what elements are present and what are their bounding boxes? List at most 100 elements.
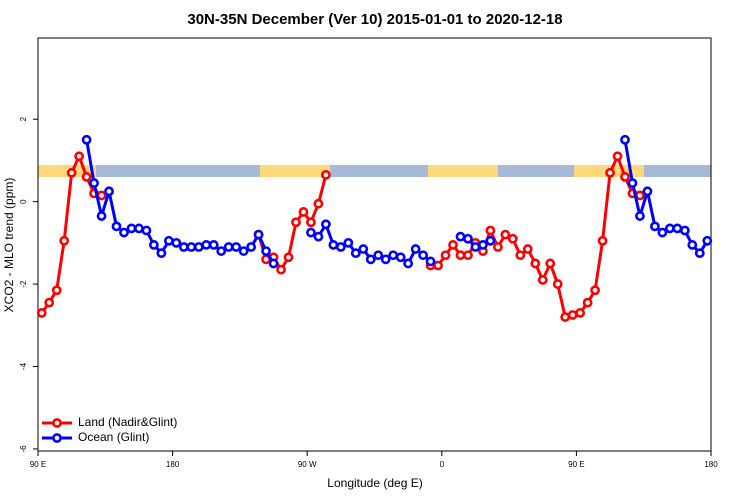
x-tick-label: 90 E — [568, 460, 584, 469]
data-point — [642, 186, 653, 197]
x-tick-label: 90 W — [298, 460, 317, 469]
data-point — [425, 256, 436, 267]
data-point — [455, 250, 466, 261]
x-tick-label: 180 — [704, 460, 718, 469]
data-point — [268, 258, 279, 269]
data-point — [216, 246, 227, 256]
data-point — [306, 227, 316, 238]
data-point — [582, 297, 593, 308]
x-tick-label: 90 E — [30, 460, 46, 469]
data-point — [44, 297, 55, 308]
data-point — [36, 308, 47, 318]
data-point — [515, 250, 526, 261]
data-point — [694, 248, 705, 259]
data-point — [81, 172, 92, 182]
data-point — [388, 250, 399, 261]
data-point — [627, 178, 638, 188]
data-point — [702, 235, 713, 246]
data-point — [186, 242, 197, 252]
data-point — [664, 223, 675, 234]
data-point — [672, 223, 683, 234]
data-point — [687, 240, 698, 250]
data-point — [104, 186, 114, 197]
data-point — [635, 211, 645, 221]
data-point — [141, 225, 152, 236]
data-point — [530, 258, 541, 269]
data-point — [208, 240, 219, 250]
y-axis-label: XCO2 - MLO trend (ppm) — [2, 178, 16, 313]
data-point — [178, 242, 189, 252]
data-point — [246, 242, 257, 252]
data-point — [66, 167, 77, 178]
x-tick-label: 0 — [440, 460, 445, 469]
data-point — [149, 240, 159, 250]
legend-marker — [52, 433, 62, 443]
data-point — [485, 235, 496, 246]
data-point — [373, 250, 384, 261]
data-point — [575, 308, 586, 318]
data-point — [193, 242, 204, 252]
data-point — [156, 248, 167, 259]
data-point — [358, 244, 369, 254]
data-point — [134, 223, 144, 234]
data-point — [201, 240, 212, 250]
data-point — [350, 248, 361, 259]
data-point — [500, 229, 511, 240]
data-point — [650, 221, 660, 232]
data-point — [298, 207, 309, 217]
data-point — [395, 252, 406, 263]
data-point — [455, 231, 466, 242]
data-point — [590, 285, 600, 296]
data-point — [306, 217, 316, 228]
data-point — [283, 252, 294, 263]
data-point — [410, 244, 421, 254]
data-point — [463, 233, 473, 244]
data-point — [605, 167, 615, 178]
data-point — [253, 229, 264, 240]
data-point — [440, 250, 451, 261]
data-point — [223, 242, 234, 252]
plot-frame — [37, 37, 712, 452]
data-point — [335, 242, 346, 252]
data-point — [96, 211, 107, 221]
data-point — [620, 172, 630, 182]
data-point — [552, 279, 563, 289]
data-point — [365, 254, 376, 265]
chart-title: 30N-35N December (Ver 10) 2015-01-01 to … — [187, 11, 562, 28]
legend-label: Land (Nadir&Glint) — [78, 415, 177, 429]
data-point — [537, 275, 548, 285]
data-point — [51, 285, 62, 296]
y-tick-label: -6 — [19, 445, 28, 453]
data-point — [276, 264, 286, 275]
y-tick-label: 0 — [19, 199, 28, 204]
data-point — [111, 221, 122, 232]
data-point — [380, 254, 391, 265]
data-point — [597, 235, 608, 246]
data-point — [470, 242, 481, 252]
data-point — [119, 227, 129, 238]
data-point — [74, 151, 85, 162]
surface-strip — [38, 165, 711, 177]
data-point — [492, 242, 503, 252]
data-point — [261, 246, 271, 256]
data-point — [507, 233, 518, 244]
data-point — [81, 134, 92, 145]
data-point — [291, 217, 301, 228]
y-tick-label: -2 — [19, 280, 28, 288]
data-point — [657, 227, 668, 238]
data-point — [522, 244, 533, 254]
data-point — [238, 246, 249, 256]
data-point — [313, 231, 324, 242]
data-point — [545, 258, 556, 269]
data-point — [313, 198, 324, 209]
data-point — [612, 151, 623, 162]
data-point — [320, 219, 331, 230]
data-point — [231, 242, 242, 252]
y-tick-label: 2 — [19, 116, 28, 121]
data-point — [403, 258, 414, 269]
data-point — [59, 235, 70, 246]
x-axis-label: Longitude (deg E) — [327, 476, 422, 490]
data-point — [320, 169, 331, 180]
data-point — [343, 237, 354, 248]
